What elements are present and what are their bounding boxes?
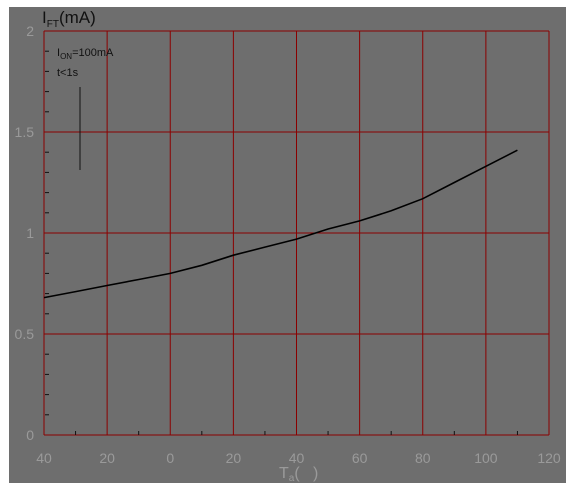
x-tick-label: 40 xyxy=(36,450,52,466)
x-axis-label-tail: ( ) xyxy=(294,465,318,482)
x-tick-label: 0 xyxy=(166,450,174,466)
x-tick-label: 80 xyxy=(415,450,431,466)
y-tick-label: 2 xyxy=(26,23,34,39)
y-axis-label: IFT(mA) xyxy=(42,8,96,30)
y-axis-label-main: I xyxy=(42,8,47,27)
y-tick-label: 0.5 xyxy=(15,326,35,342)
y-tick-labels: 0 0.5 1 1.5 2 xyxy=(15,23,35,443)
x-tick-label: 120 xyxy=(537,450,561,466)
y-tick-label: 1.5 xyxy=(15,124,35,140)
annotation-time: t<1s xyxy=(57,67,79,79)
x-tick-label: 20 xyxy=(226,450,242,466)
annotation-line1-main: I xyxy=(57,47,60,59)
chart-background xyxy=(9,7,566,483)
x-axis-label-main: T xyxy=(279,465,289,482)
x-tick-label: 60 xyxy=(352,450,368,466)
y-axis-label-sub: FT xyxy=(47,19,59,30)
x-tick-label: 20 xyxy=(99,450,115,466)
x-axis-label-sub: a xyxy=(289,473,295,483)
y-axis-label-tail: (mA) xyxy=(59,8,96,27)
annotation-condition: ION=100mA xyxy=(57,47,114,61)
x-tick-label: 40 xyxy=(289,450,305,466)
annotation-line1-sub: ON xyxy=(60,52,72,61)
x-tick-labels: 40 20 0 20 40 60 80 100 120 xyxy=(36,450,561,466)
annotation-line1-tail: =100mA xyxy=(72,47,114,59)
x-axis-label: Ta( ) xyxy=(279,465,318,483)
minor-ticks xyxy=(45,50,518,435)
y-tick-label: 0 xyxy=(26,427,34,443)
series-line xyxy=(43,149,518,299)
x-tick-label: 100 xyxy=(474,450,498,466)
grid xyxy=(43,30,550,436)
y-tick-label: 1 xyxy=(26,225,34,241)
